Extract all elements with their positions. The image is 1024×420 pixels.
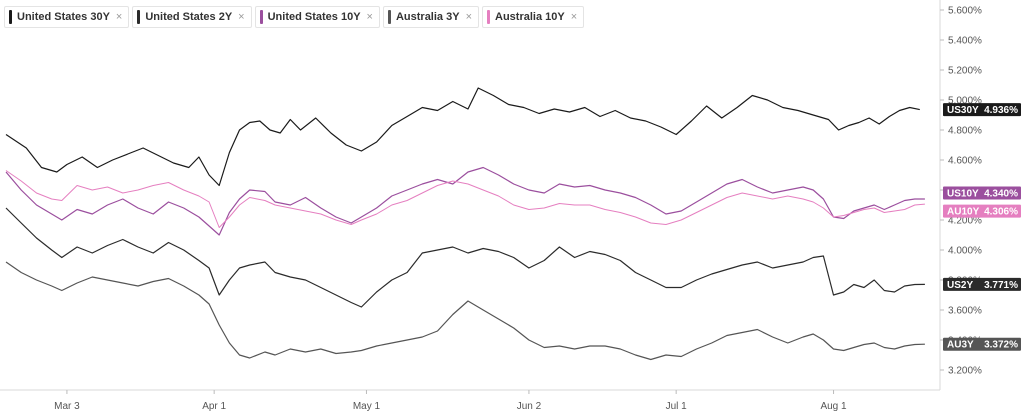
y-tick-label: 4.800% [948, 126, 982, 137]
last-value-tag-au10y [943, 204, 1021, 218]
tag-last-value: 4.306% [984, 207, 1018, 218]
tag-last-value: 4.936% [984, 105, 1018, 116]
tag-last-value: 3.372% [984, 340, 1018, 351]
legend-label: United States 10Y [267, 11, 361, 23]
legend-chip-0[interactable]: United States 30Y × [4, 6, 130, 28]
legend-chip-3[interactable]: Australia 3Y × [382, 6, 479, 28]
y-tick-label: 3.200% [948, 366, 982, 377]
legend-swatch [9, 10, 12, 24]
series-line-au3y [5, 261, 925, 361]
last-value-tag-us2y [943, 277, 1021, 291]
close-icon[interactable]: × [570, 11, 578, 23]
tag-last-value: 4.340% [984, 189, 1018, 200]
series-line-us10y [5, 166, 925, 236]
legend-swatch [259, 10, 263, 24]
series-line-us2y [5, 207, 925, 308]
series-line-us30y [5, 87, 920, 187]
tag-last-value: 3.771% [984, 280, 1018, 291]
close-icon[interactable]: × [366, 11, 373, 23]
y-tick-label: 5.400% [948, 36, 982, 47]
last-value-tag-us10y [943, 186, 1021, 200]
legend-chip-2[interactable]: United States 10Y × [254, 6, 380, 28]
tag-series-code: AU10Y [947, 207, 980, 218]
legend-swatch [487, 10, 490, 24]
tag-series-code: US2Y [947, 280, 973, 291]
y-tick-label: 4.000% [948, 246, 982, 257]
y-tick-label: 5.600% [948, 6, 982, 17]
x-tick-label: Apr 1 [202, 401, 226, 412]
tag-series-code: US10Y [947, 189, 979, 200]
tag-series-code: US30Y [947, 105, 979, 116]
legend-label: Australia 10Y [495, 11, 565, 23]
legend-label: United States 30Y [17, 11, 110, 23]
y-tick-label: 5.200% [948, 66, 982, 77]
y-tick-label: 5.000% [948, 96, 982, 107]
legend-chip-4[interactable]: Australia 10Y × [482, 6, 585, 28]
close-icon[interactable]: × [115, 11, 123, 23]
y-tick-label: 4.600% [948, 156, 982, 167]
y-tick-label: 3.600% [948, 306, 982, 317]
last-value-tag-us30y [943, 103, 1021, 117]
x-tick-label: Aug 1 [820, 401, 847, 412]
x-tick-label: Mar 3 [54, 401, 80, 412]
series-legend: United States 30Y × United States 2Y × Unite… [4, 6, 585, 28]
legend-swatch [387, 10, 391, 24]
y-tick-label: 4.200% [948, 216, 982, 227]
x-tick-label: May 1 [353, 401, 381, 412]
tag-series-code: AU3Y [947, 340, 974, 351]
x-tick-label: Jul 1 [666, 401, 688, 412]
close-icon[interactable]: × [465, 11, 472, 23]
x-tick-label: Jun 2 [517, 401, 542, 412]
last-value-tag-au3y [943, 337, 1021, 351]
close-icon[interactable]: × [238, 11, 245, 23]
legend-chip-1[interactable]: United States 2Y × [132, 6, 252, 28]
series-line-au10y [5, 170, 925, 228]
legend-label: United States 2Y [145, 11, 233, 23]
legend-label: Australia 3Y [395, 11, 460, 23]
legend-swatch [137, 10, 141, 24]
